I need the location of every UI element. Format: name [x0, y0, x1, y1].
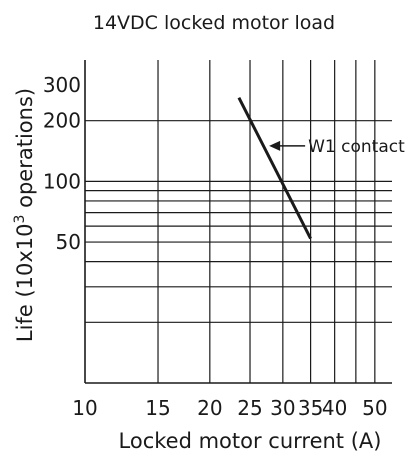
- y-tick-label-100: 100: [43, 169, 81, 193]
- x-tick-label-40: 40: [322, 396, 347, 420]
- y-tick-label-50: 50: [56, 230, 81, 254]
- x-tick-label-10: 10: [72, 396, 97, 420]
- y-tick-label-200: 200: [43, 109, 81, 133]
- x-tick-label-20: 20: [197, 396, 222, 420]
- y-axis-title-suffix: operations): [13, 88, 37, 215]
- series-line-0: [237, 97, 312, 240]
- annotation-label-0: W1 contact: [308, 137, 405, 157]
- x-tick-label-30: 30: [270, 396, 295, 420]
- x-axis-title: Locked motor current (A): [119, 429, 382, 453]
- chart-title: 14VDC locked motor load: [93, 12, 335, 34]
- x-tick-label-15: 15: [145, 396, 170, 420]
- y-axis-title-main: Life (10x10: [13, 223, 37, 342]
- y-axis-title: Life (10x103 operations): [12, 88, 37, 342]
- x-tick-label-50: 50: [362, 396, 387, 420]
- y-tick-label-300: 300: [43, 73, 81, 97]
- annotation-arrowhead-0: [269, 140, 281, 151]
- y-axis-title-superscript: 3: [12, 215, 28, 224]
- x-tick-label-25: 25: [237, 396, 262, 420]
- x-tick-label-35: 35: [298, 396, 323, 420]
